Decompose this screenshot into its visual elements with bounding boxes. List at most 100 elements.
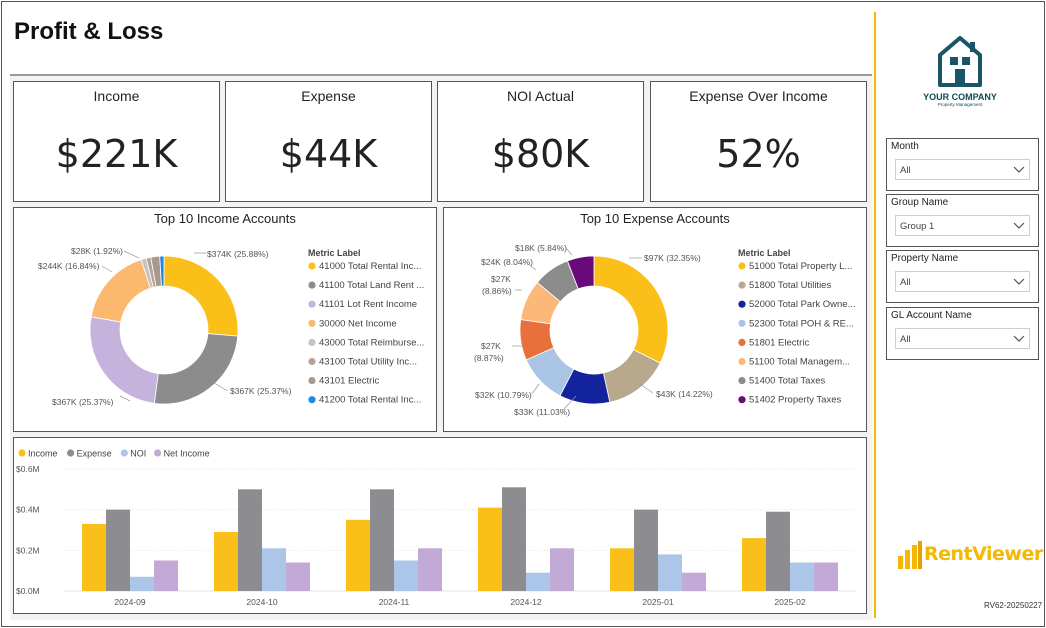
bar-income[interactable] — [610, 548, 634, 591]
month-dropdown[interactable]: All — [895, 159, 1030, 180]
expense-donut-card[interactable]: Top 10 Expense Accounts $97K (32.35%) $4… — [443, 207, 867, 432]
slicer-gl-account-name[interactable]: GL Account Name All — [886, 307, 1039, 360]
house-logo-icon — [938, 36, 982, 87]
bar-expense[interactable] — [634, 509, 658, 591]
bar-expense[interactable] — [502, 487, 526, 591]
slicer-property-name[interactable]: Property Name All — [886, 250, 1039, 303]
dropdown-value: All — [900, 334, 911, 345]
dropdown-value: All — [900, 165, 911, 176]
bar-net-income[interactable] — [286, 562, 310, 591]
expense-legend-item[interactable]: 51800 Total Utilities — [749, 280, 831, 291]
legend-marker — [738, 262, 746, 270]
income-donut-slice[interactable] — [163, 255, 239, 337]
bar-expense[interactable] — [370, 489, 394, 591]
kpi-card-noi-actual[interactable]: NOI Actual $80K — [437, 81, 644, 202]
income-legend-item[interactable]: 30000 Net Income — [319, 318, 397, 329]
income-legend-item[interactable]: 43101 Electric — [319, 376, 379, 387]
expense-legend-item[interactable]: 51000 Total Property L... — [749, 261, 852, 272]
gl-account-dropdown[interactable]: All — [895, 328, 1030, 349]
data-label: (8.86%) — [482, 286, 512, 296]
kpi-card-income[interactable]: Income $221K — [13, 81, 220, 202]
income-donut-card[interactable]: Top 10 Income Accounts $374K (25.88%) $3… — [13, 207, 437, 432]
bar-income[interactable] — [82, 523, 106, 591]
y-tick-label: $0.4M — [16, 505, 40, 515]
legend-marker — [738, 357, 746, 366]
y-tick-label: $0.6M — [16, 464, 40, 474]
income-donut-svg: $374K (25.88%) $367K (25.37%) $367K (25.… — [38, 246, 424, 407]
product-name: RentViewer — [924, 543, 1043, 565]
bar-expense[interactable] — [766, 511, 790, 591]
slicer-label: Month — [891, 141, 919, 152]
income-legend-item[interactable]: 41100 Total Land Rent ... — [319, 280, 424, 291]
expense-legend-item[interactable]: 51402 Property Taxes — [749, 395, 841, 406]
legend-marker — [308, 396, 316, 404]
bar-noi[interactable] — [394, 560, 418, 592]
property-name-dropdown[interactable]: All — [895, 271, 1030, 292]
bar-net-income[interactable] — [682, 572, 706, 591]
income-donut-slice[interactable] — [89, 316, 159, 404]
expense-legend-item[interactable]: 51400 Total Taxes — [749, 376, 825, 387]
expense-donut-svg: $97K (32.35%) $43K (14.22%) $33K (11.03%… — [474, 243, 856, 417]
legend-marker — [738, 396, 746, 404]
income-legend-item[interactable]: 41000 Total Rental Inc... — [319, 261, 421, 272]
bar-chart-logo-icon — [898, 541, 922, 569]
data-label: $27K — [481, 341, 501, 351]
bar-expense[interactable] — [238, 489, 262, 591]
dropdown-value: All — [900, 277, 911, 288]
data-label: $28K (1.92%) — [71, 246, 123, 256]
expense-legend-item[interactable]: 52000 Total Park Owne... — [749, 299, 856, 310]
bar-net-income[interactable] — [154, 560, 178, 592]
data-label: $27K — [491, 274, 511, 284]
income-donut-slice[interactable] — [153, 333, 239, 405]
legend-marker — [738, 377, 746, 385]
bar-legend-item[interactable]: Expense — [77, 449, 112, 459]
slicer-label: Property Name — [891, 253, 959, 264]
expense-donut-slice[interactable] — [566, 255, 595, 290]
data-label: $97K (32.35%) — [644, 253, 701, 263]
income-legend-item[interactable]: 43100 Total Utility Inc... — [319, 357, 417, 368]
chevron-down-icon — [1013, 335, 1025, 342]
kpi-value: $44K — [279, 132, 378, 176]
bar-net-income[interactable] — [418, 548, 442, 591]
bar-income[interactable] — [478, 507, 502, 591]
bar-noi[interactable] — [130, 576, 154, 591]
legend-marker — [738, 300, 746, 308]
data-label: $33K (11.03%) — [514, 407, 570, 417]
bar-noi[interactable] — [262, 548, 286, 591]
income-donut-slice[interactable] — [159, 255, 165, 287]
bar-income[interactable] — [742, 538, 766, 591]
expense-legend-item[interactable]: 51801 Electric — [749, 337, 809, 348]
kpi-title: Expense Over Income — [689, 88, 828, 104]
bar-income[interactable] — [214, 532, 238, 591]
bar-net-income[interactable] — [550, 548, 574, 591]
monthly-bar-chart-card[interactable]: Income Expense NOI Net Income $0.0M $0.2M $0.… — [13, 437, 867, 614]
slicer-group-name[interactable]: Group Name Group 1 — [886, 194, 1039, 247]
bar-expense[interactable] — [106, 509, 130, 591]
kpi-card-expense-over-income[interactable]: Expense Over Income 52% — [650, 81, 867, 202]
panel-divider — [874, 12, 876, 618]
slicer-month[interactable]: Month All — [886, 138, 1039, 191]
bar-legend-item[interactable]: NOI — [130, 449, 146, 459]
bar-net-income[interactable] — [814, 562, 838, 591]
bar-noi[interactable] — [658, 554, 682, 591]
group-name-dropdown[interactable]: Group 1 — [895, 215, 1030, 236]
bar-legend-item[interactable]: Income — [28, 449, 58, 459]
expense-legend-item[interactable]: 52300 Total POH & RE... — [749, 318, 854, 329]
legend-marker — [67, 449, 75, 457]
version-label: RV62-20250227 — [984, 601, 1043, 610]
income-legend-item[interactable]: 41101 Lot Rent Income — [319, 299, 417, 310]
income-donut-slice[interactable] — [90, 259, 151, 323]
bar-noi[interactable] — [790, 562, 814, 591]
expense-legend-item[interactable]: 51100 Total Managem... — [749, 357, 850, 368]
bar-income[interactable] — [346, 519, 370, 591]
data-label: $244K (16.84%) — [38, 261, 100, 271]
legend-marker — [120, 449, 128, 457]
bar-legend-item[interactable]: Net Income — [164, 449, 210, 459]
income-legend-item[interactable]: 41200 Total Rental Inc... — [319, 395, 421, 406]
kpi-card-expense[interactable]: Expense $44K — [225, 81, 432, 202]
bar-noi[interactable] — [526, 572, 550, 591]
income-legend-item[interactable]: 43000 Total Reimburse... — [319, 337, 424, 348]
x-tick-label: 2024-09 — [114, 597, 145, 607]
company-name: YOUR COMPANY — [923, 92, 997, 102]
expense-donut-slice[interactable] — [593, 255, 669, 364]
